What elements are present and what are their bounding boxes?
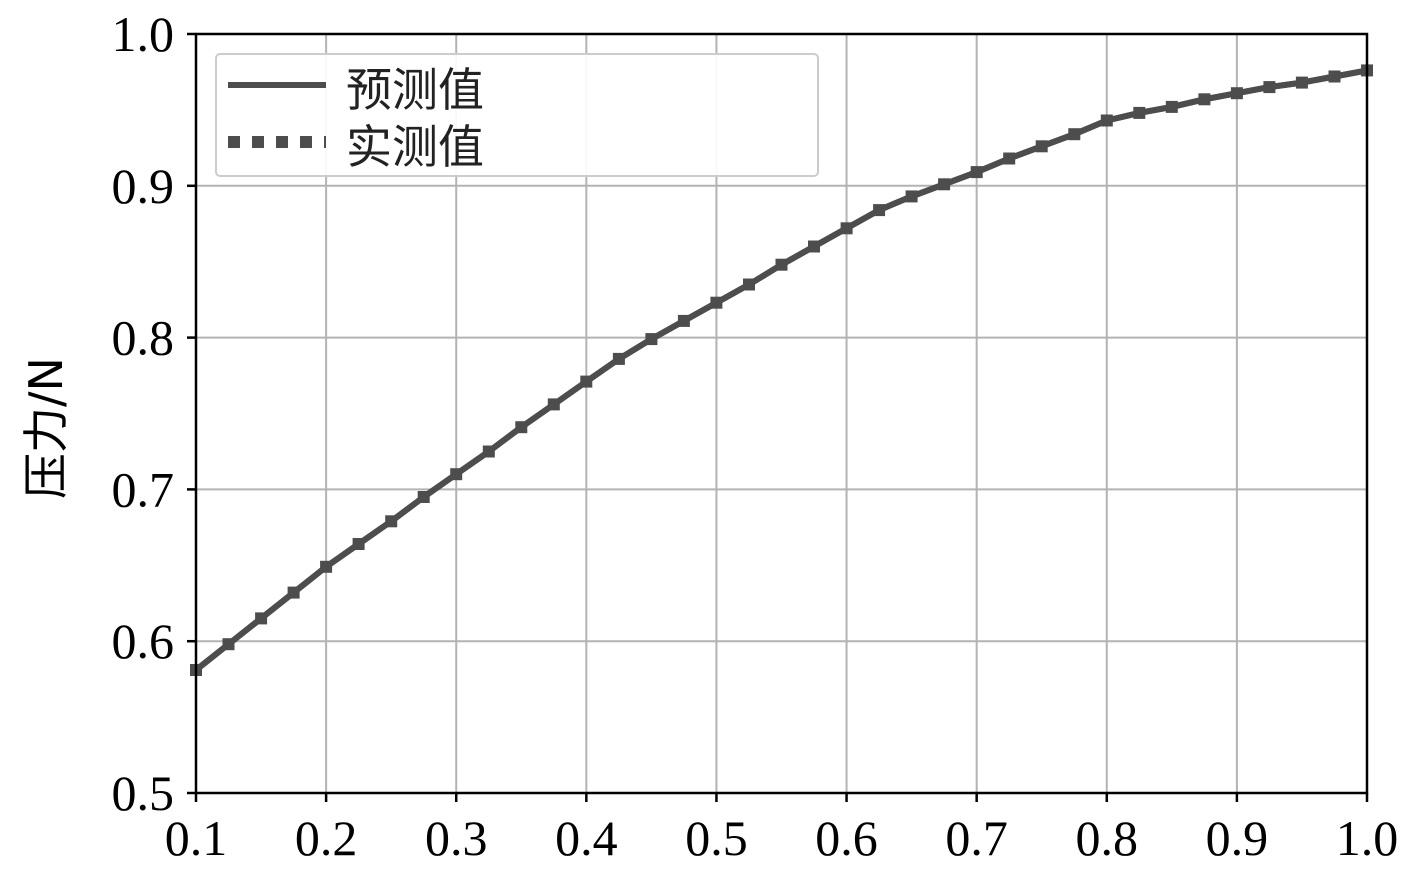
- x-tick-label: 1.0: [1336, 810, 1399, 866]
- legend-label-predicted: 预测值: [346, 63, 484, 117]
- x-tick-label: 0.9: [1206, 810, 1269, 866]
- measured-series-line: [194, 67, 1368, 673]
- y-tick-label: 0.6: [112, 613, 175, 669]
- series-layer: [190, 64, 1373, 676]
- plot-frame: [194, 32, 1369, 795]
- x-tick-label: 0.2: [295, 810, 358, 866]
- x-tick-label: 0.6: [815, 810, 878, 866]
- x-tick-label: 0.1: [165, 810, 228, 866]
- x-tick-label: 0.4: [555, 810, 618, 866]
- y-tick-label: 0.8: [112, 310, 175, 366]
- y-tick-label: 0.5: [112, 765, 175, 821]
- y-tick-label: 0.7: [112, 461, 175, 517]
- x-tick-label: 0.8: [1076, 810, 1139, 866]
- axis-ticks: 0.1 0.2 0.3 0.4 0.5 0.6 0.7 0.8 0.9 1.0 0.5 0.6 0.7 0…: [112, 6, 1399, 866]
- x-tick-label: 0.5: [685, 810, 748, 866]
- legend-box: [215, 53, 819, 177]
- x-tick-label: 0.7: [945, 810, 1008, 866]
- legend-label-measured: 实测值: [346, 120, 484, 174]
- legend: 预测值 实测值: [215, 53, 819, 177]
- y-axis-label: 压力/N: [19, 357, 73, 499]
- x-tick-label: 0.3: [425, 810, 488, 866]
- y-tick-label: 0.9: [112, 158, 175, 214]
- y-tick-label: 1.0: [112, 6, 175, 62]
